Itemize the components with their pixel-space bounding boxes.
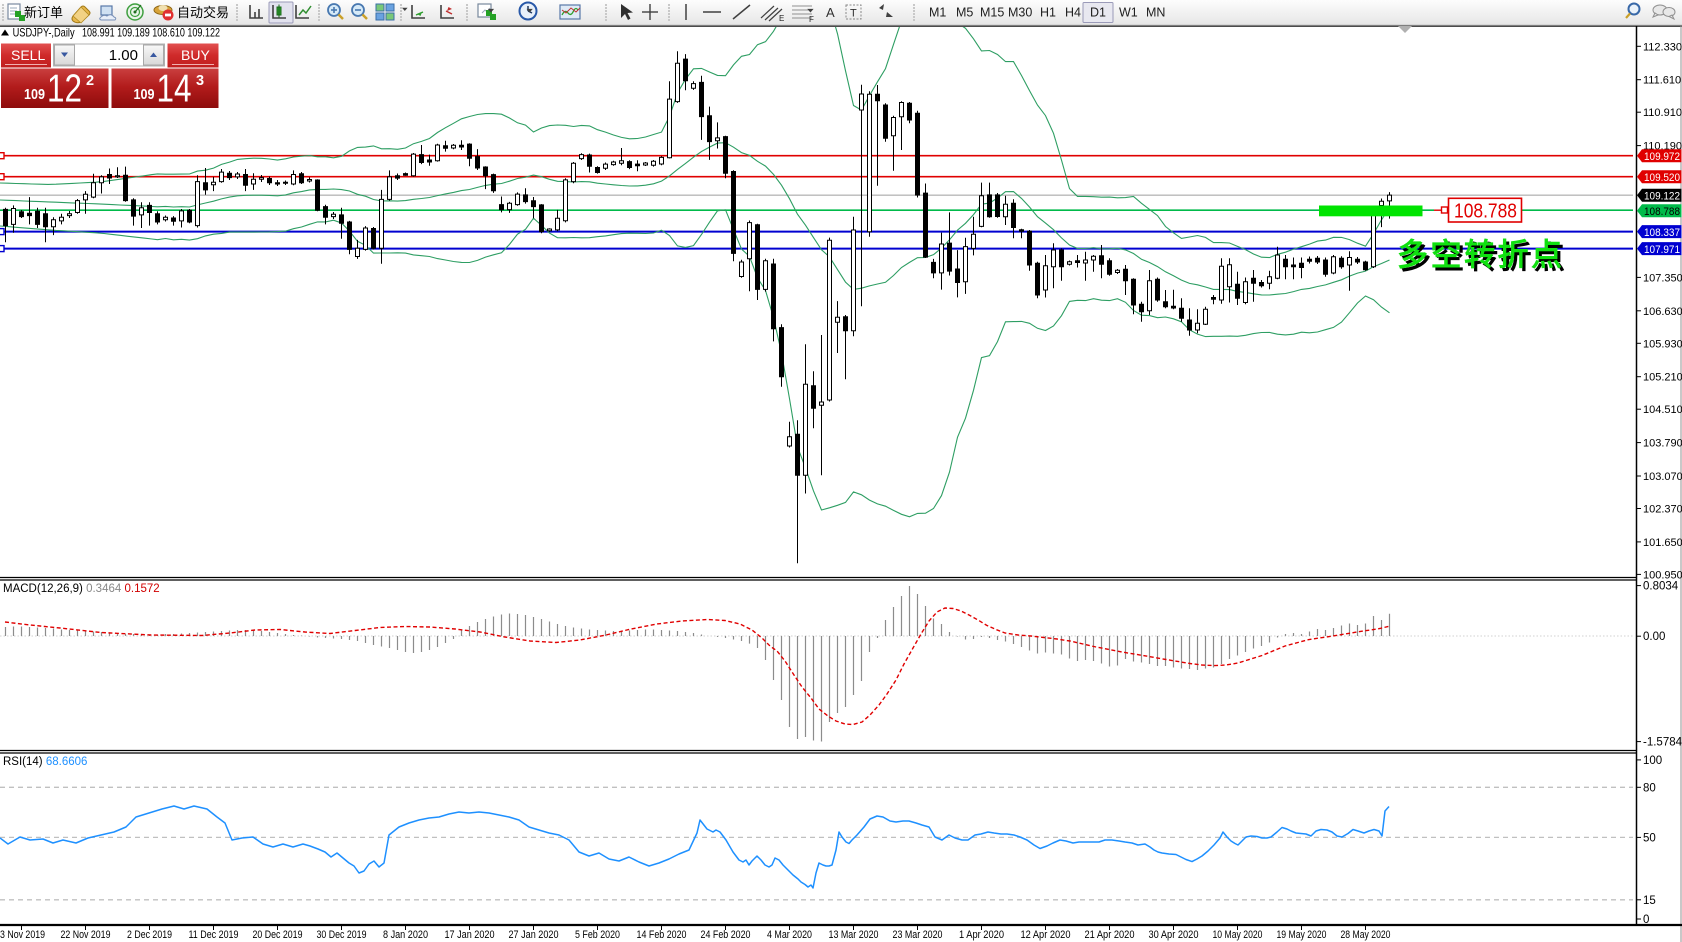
- svg-text:A: A: [826, 5, 835, 20]
- svg-text:USDJPY-,Daily: USDJPY-,Daily: [13, 26, 75, 40]
- svg-text:M1: M1: [929, 6, 946, 20]
- svg-text:8 Jan 2020: 8 Jan 2020: [383, 929, 428, 941]
- svg-text:0: 0: [1643, 914, 1649, 926]
- svg-text:107.350: 107.350: [1643, 272, 1682, 284]
- svg-text:101.650: 101.650: [1643, 537, 1682, 549]
- svg-text:SELL: SELL: [11, 47, 45, 63]
- svg-text:13 Mar 2020: 13 Mar 2020: [829, 929, 879, 941]
- svg-text:多空转折点: 多空转折点: [1397, 238, 1565, 273]
- svg-text:M5: M5: [956, 6, 973, 20]
- svg-text:50: 50: [1643, 832, 1656, 844]
- svg-text:105.930: 105.930: [1643, 338, 1682, 350]
- svg-text:2: 2: [86, 73, 94, 89]
- svg-text:19 May 2020: 19 May 2020: [1277, 929, 1327, 941]
- svg-text:5 Feb 2020: 5 Feb 2020: [575, 929, 620, 941]
- svg-text:MACD(12,26,9) 0.3464 0.1572: MACD(12,26,9) 0.3464 0.1572: [3, 583, 160, 595]
- svg-text:27 Jan 2020: 27 Jan 2020: [509, 929, 559, 941]
- svg-text:109.520: 109.520: [1644, 172, 1680, 184]
- svg-text:E: E: [779, 14, 784, 23]
- svg-text:11 Dec 2019: 11 Dec 2019: [189, 929, 239, 941]
- svg-text:0.00: 0.00: [1643, 631, 1665, 643]
- svg-text:1.00: 1.00: [109, 47, 138, 64]
- svg-text:108.991 109.189 108.610 109.12: 108.991 109.189 108.610 109.122: [82, 26, 220, 40]
- svg-text:10 May 2020: 10 May 2020: [1213, 929, 1263, 941]
- svg-text:110.910: 110.910: [1643, 107, 1682, 119]
- svg-text:14: 14: [157, 68, 192, 111]
- svg-text:M15: M15: [980, 6, 1004, 20]
- svg-text:-1.5784: -1.5784: [1643, 737, 1682, 749]
- svg-text:MN: MN: [1146, 6, 1165, 20]
- svg-text:23 Mar 2020: 23 Mar 2020: [893, 929, 943, 941]
- svg-text:3 Nov 2019: 3 Nov 2019: [0, 929, 45, 941]
- svg-text:4 Mar 2020: 4 Mar 2020: [767, 929, 812, 941]
- svg-text:2 Dec 2019: 2 Dec 2019: [127, 929, 172, 941]
- svg-text:14 Feb 2020: 14 Feb 2020: [637, 929, 687, 941]
- svg-text:111.610: 111.610: [1643, 75, 1681, 87]
- svg-text:3: 3: [196, 73, 204, 89]
- svg-text:M30: M30: [1008, 6, 1032, 20]
- svg-text:80: 80: [1643, 782, 1656, 794]
- svg-text:106.630: 106.630: [1643, 306, 1682, 318]
- svg-text:30 Apr 2020: 30 Apr 2020: [1149, 929, 1199, 941]
- svg-text:17 Jan 2020: 17 Jan 2020: [445, 929, 495, 941]
- svg-text:103.790: 103.790: [1643, 438, 1682, 450]
- svg-text:T: T: [850, 8, 857, 20]
- svg-text:109.972: 109.972: [1644, 151, 1680, 163]
- svg-text:102.370: 102.370: [1643, 504, 1682, 516]
- svg-text:1 Apr 2020: 1 Apr 2020: [959, 929, 1004, 941]
- svg-text:21 Apr 2020: 21 Apr 2020: [1085, 929, 1135, 941]
- svg-text:W1: W1: [1119, 6, 1138, 20]
- svg-text:D1: D1: [1090, 6, 1106, 20]
- svg-text:112.330: 112.330: [1643, 41, 1682, 53]
- svg-text:108.788: 108.788: [1454, 201, 1517, 223]
- svg-text:109: 109: [24, 86, 45, 103]
- svg-text:30 Dec 2019: 30 Dec 2019: [317, 929, 367, 941]
- svg-text:105.210: 105.210: [1643, 372, 1682, 384]
- svg-text:15: 15: [1643, 895, 1656, 907]
- svg-text:108.788: 108.788: [1644, 206, 1680, 218]
- svg-text:107.971: 107.971: [1644, 244, 1680, 256]
- svg-text:28 May 2020: 28 May 2020: [1341, 929, 1391, 941]
- svg-text:RSI(14) 68.6606: RSI(14) 68.6606: [3, 756, 87, 768]
- svg-text:109: 109: [134, 86, 155, 103]
- svg-text:H1: H1: [1040, 6, 1056, 20]
- svg-text:100.950: 100.950: [1643, 569, 1682, 581]
- svg-text:104.510: 104.510: [1643, 404, 1682, 416]
- svg-text:0.8034: 0.8034: [1643, 581, 1679, 593]
- svg-text:F: F: [809, 15, 814, 24]
- svg-text:20 Dec 2019: 20 Dec 2019: [253, 929, 303, 941]
- svg-text:22 Nov 2019: 22 Nov 2019: [61, 929, 111, 941]
- svg-text:新订单: 新订单: [24, 5, 63, 20]
- svg-text:24 Feb 2020: 24 Feb 2020: [701, 929, 751, 941]
- svg-text:多空转折点: 多空转折点: [1400, 241, 1568, 276]
- svg-text:109.122: 109.122: [1644, 190, 1680, 202]
- svg-text:103.070: 103.070: [1643, 471, 1682, 483]
- svg-text:108.337: 108.337: [1644, 227, 1680, 239]
- svg-text:BUY: BUY: [181, 47, 210, 63]
- svg-text:12: 12: [47, 68, 82, 111]
- svg-text:自动交易: 自动交易: [177, 5, 229, 20]
- svg-text:H4: H4: [1065, 6, 1081, 20]
- svg-text:100: 100: [1643, 755, 1662, 767]
- svg-text:12 Apr 2020: 12 Apr 2020: [1021, 929, 1071, 941]
